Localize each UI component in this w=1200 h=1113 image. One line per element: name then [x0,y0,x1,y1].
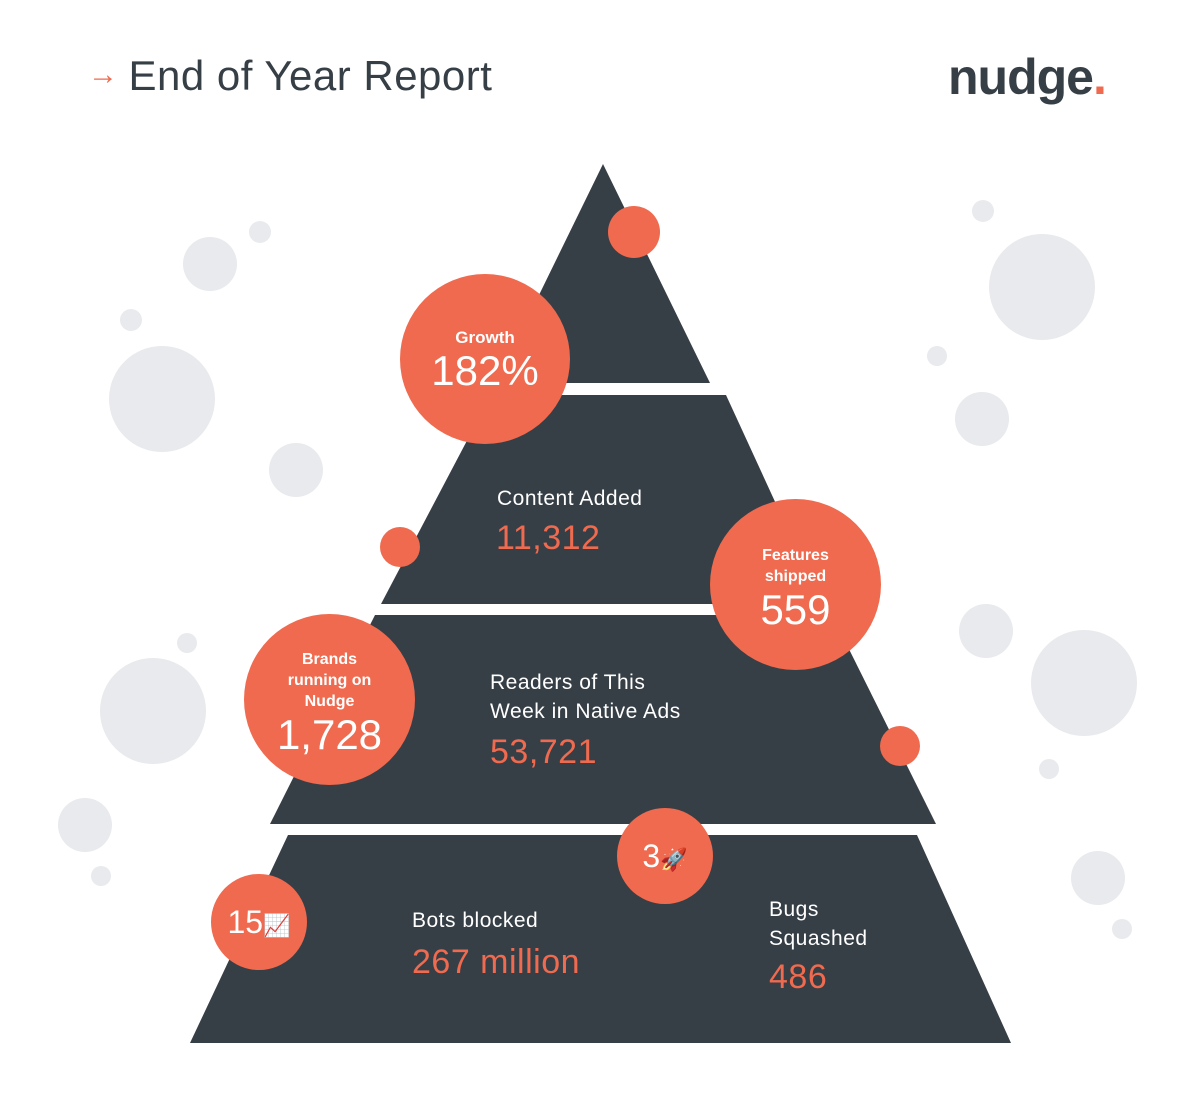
bubble [120,309,142,331]
bots-blocked-value: 267 million [412,943,581,981]
pyramid-tier-2 [381,395,822,604]
logo-dot: . [1092,49,1107,105]
rocket-icon: 🚀 [660,846,688,872]
arrow-right-icon: → [88,58,119,91]
features-shipped-label: Features shipped [762,546,829,585]
content-added-label: Content Added [497,487,643,510]
readers-label: Readers of This Week in Native Ads [490,671,681,723]
bubble [1112,919,1132,939]
growth-value: 182% [431,346,539,394]
bubble [91,866,111,886]
page-title-text: End of Year Report [128,52,493,99]
bots-blocked-label: Bots blocked [412,909,539,932]
bubble [989,234,1095,340]
bubble [177,633,197,653]
accent-dot [880,726,920,766]
accent-dot [608,206,660,258]
readers-value: 53,721 [490,733,597,771]
accent-dot [380,527,420,567]
bubble [249,221,271,243]
accent-dots [380,206,920,766]
bubble [972,200,994,222]
bubble [1031,630,1137,736]
rockets-stat: 3🚀 [642,838,687,875]
bugs-squashed-value: 486 [769,958,828,996]
chart-increasing-icon: 📈 [263,912,291,938]
features-shipped-value: 559 [760,585,831,633]
pyramid-tiers [190,164,1011,1043]
pyramid-tier-4 [190,835,1011,1043]
bubble [183,237,237,291]
pyramid-tier-3 [270,615,936,824]
nudge-logo: nudge. [948,48,1107,106]
growth-label: Growth [455,327,515,347]
background-bubbles [58,200,1137,939]
growth-circle: Growth 182% [400,274,570,444]
bugs-squashed-label: Bugs Squashed [769,898,868,950]
charts-value: 15 [227,903,264,940]
bubble [1039,759,1059,779]
bubble [269,443,323,497]
page-title: → End of Year Report [88,52,492,100]
bubble [109,346,215,452]
bubble [955,392,1009,446]
charts-circle: 15📈 [211,874,307,970]
content-added-value: 11,312 [496,519,601,557]
bubble [100,658,206,764]
rockets-circle: 3🚀 [617,808,713,904]
charts-stat: 15📈 [228,904,291,941]
brands-label: Brands running on Nudge [287,651,372,710]
logo-text: nudge [948,49,1094,105]
bubble [927,346,947,366]
brands-value: 1,728 [276,711,383,758]
rockets-value: 3 [642,837,661,874]
brands-circle: Brands running on Nudge 1,728 [244,614,415,785]
bubble [959,604,1013,658]
bubble [1071,851,1125,905]
bubble [58,798,112,852]
features-shipped-circle: Features shipped 559 [710,499,881,670]
